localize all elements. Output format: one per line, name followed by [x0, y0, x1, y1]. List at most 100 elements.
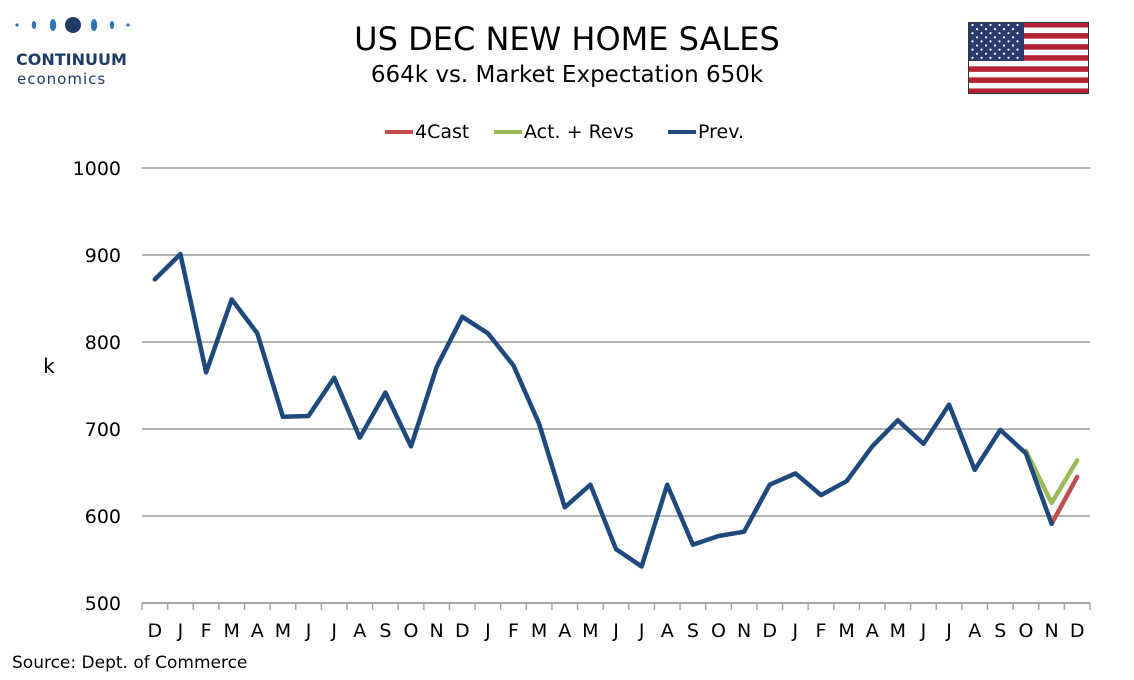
x-tick-label: F: [201, 620, 212, 642]
flag-stripe: [968, 55, 1089, 61]
flag-star: [993, 36, 997, 39]
flag-star: [984, 52, 988, 55]
flag-star: [980, 56, 983, 59]
flag-star: [998, 32, 1001, 35]
flag-star: [989, 32, 992, 35]
flag-star: [1011, 36, 1015, 39]
x-tick-label: A: [661, 620, 674, 642]
flag-star: [1007, 48, 1010, 51]
flag-stripe: [968, 66, 1089, 72]
x-tick-label: M: [223, 620, 239, 642]
flag-star: [989, 48, 992, 51]
flag-star: [998, 48, 1001, 51]
x-tick-label: J: [638, 620, 645, 642]
x-tick-label: F: [508, 620, 519, 642]
flag-star: [998, 40, 1001, 43]
logo-dots-icon: [15, 17, 130, 33]
y-tick-label: 600: [85, 506, 121, 528]
flag-star: [1007, 56, 1010, 59]
x-tick-label: J: [612, 620, 619, 642]
brand-logo: CONTINUUM economics: [14, 14, 134, 88]
flag-stripe: [968, 33, 1089, 39]
y-tick-label: 800: [85, 332, 121, 354]
legend-label-prev: Prev.: [698, 121, 745, 143]
flag-star: [998, 23, 1001, 27]
x-tick-label: N: [430, 620, 444, 642]
chart-legend: 4Cast Act. + Revs Prev.: [0, 119, 1134, 145]
flag-star: [1002, 28, 1006, 31]
x-tick-label: M: [531, 620, 547, 642]
x-tick-label: D: [762, 620, 777, 642]
legend-label-act-revs: Act. + Revs: [524, 121, 634, 143]
x-tick-label: N: [737, 620, 751, 642]
flag-star: [1011, 44, 1015, 47]
flag-stripe: [968, 44, 1089, 50]
x-tick-label: J: [484, 620, 491, 642]
x-tick-label: A: [353, 620, 366, 642]
flag-star: [1002, 44, 1006, 47]
x-tick-label: J: [305, 620, 312, 642]
legend-swatch-prev: [668, 130, 696, 134]
x-tick-label: N: [1044, 620, 1058, 642]
flag-star: [1007, 32, 1010, 35]
x-tick-label: S: [379, 620, 391, 642]
flag-stripe: [968, 22, 1089, 28]
x-tick-label: D: [1070, 620, 1085, 642]
series-line-prev: [152, 251, 1054, 569]
x-tick-label: S: [687, 620, 699, 642]
flag-star: [984, 44, 988, 47]
legend-label-4cast: 4Cast: [415, 121, 470, 143]
x-tick-label: A: [558, 620, 571, 642]
y-tick-label: 1000: [73, 158, 121, 180]
flag-star: [1007, 40, 1010, 43]
flag-star: [989, 23, 992, 27]
x-tick-label: J: [920, 620, 927, 642]
flag-star: [980, 48, 983, 51]
x-tick-label: J: [330, 620, 337, 642]
x-tick-label: M: [838, 620, 854, 642]
flag-star: [989, 40, 992, 43]
series-line-4cast: [1049, 474, 1080, 527]
flag-star: [971, 23, 974, 27]
x-tick-label: J: [792, 620, 799, 642]
flag-star: [980, 40, 983, 43]
flag-star: [1016, 56, 1019, 59]
flag-star: [975, 52, 979, 55]
flag-star: [1002, 36, 1006, 39]
flag-star: [998, 56, 1001, 59]
flag-star: [1016, 32, 1019, 35]
flag-star: [1016, 40, 1019, 43]
x-tick-label: F: [816, 620, 827, 642]
flag-star: [1007, 23, 1010, 27]
x-tick-label: S: [994, 620, 1006, 642]
flag-star: [984, 28, 988, 31]
x-tick-label: O: [711, 620, 726, 642]
flag-star: [1002, 52, 1006, 55]
flag-stripe: [968, 77, 1089, 83]
x-tick-label: D: [455, 620, 470, 642]
x-tick-label: A: [968, 620, 981, 642]
flag-star: [1016, 23, 1019, 27]
x-tick-label: J: [177, 620, 184, 642]
source-note: Source: Dept. of Commerce: [12, 653, 248, 673]
flag-star: [980, 23, 983, 27]
x-tick-label: M: [582, 620, 598, 642]
brand-name: CONTINUUM: [16, 50, 127, 69]
flag-star: [975, 44, 979, 47]
y-tick-label: 900: [85, 245, 121, 267]
legend-item-act-revs: Act. + Revs: [494, 119, 634, 145]
brand-sub: economics: [17, 70, 107, 88]
flag-star: [993, 28, 997, 31]
y-axis-label: k: [43, 354, 55, 378]
flag-star: [980, 32, 983, 35]
us-flag-icon: [968, 22, 1089, 94]
flag-star: [993, 44, 997, 47]
x-tick-label: O: [1018, 620, 1033, 642]
flag-star: [1016, 48, 1019, 51]
x-tick-label: J: [945, 620, 952, 642]
flag-star: [993, 52, 997, 55]
x-tick-label: A: [866, 620, 879, 642]
flag-star: [984, 36, 988, 39]
flag-star: [975, 28, 979, 31]
x-tick-label: M: [890, 620, 906, 642]
